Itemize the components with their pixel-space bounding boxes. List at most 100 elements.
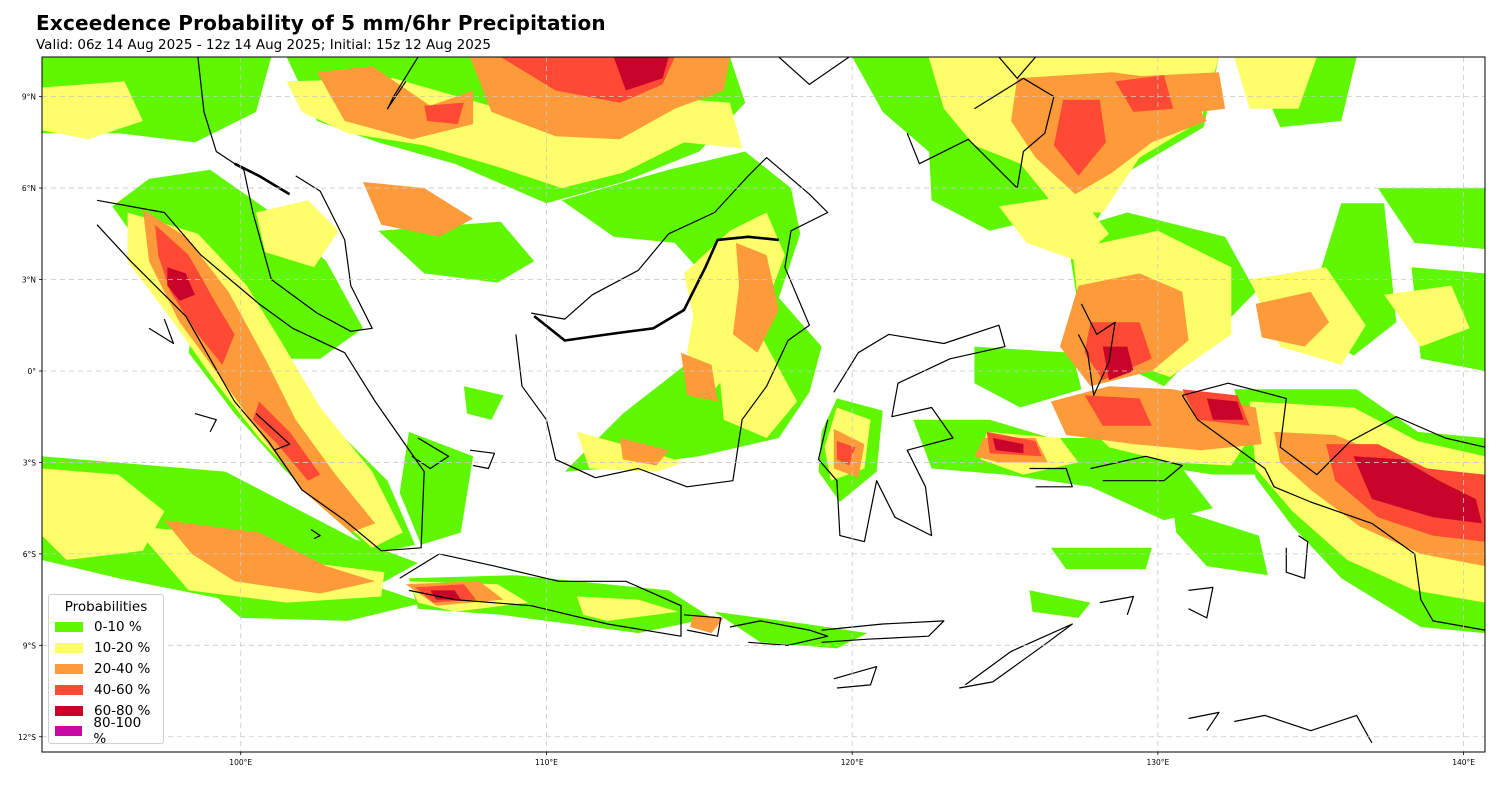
lon-tick-label: 140°E [1452,758,1475,767]
probability-region [836,441,856,466]
probability-region [992,438,1024,454]
probability-region [732,242,779,353]
legend-swatch [55,643,83,654]
legend: Probabilities 0-10 % 10-20 % 20-40 % 40-60 … [48,594,164,747]
gridlines [42,57,1485,752]
coastline [1188,586,1214,619]
lat-tick-label: 3°S [23,458,37,467]
probability-region [1206,398,1244,420]
legend-swatch [55,622,83,633]
legend-label: 60-80 % [94,702,151,719]
land-border [234,162,291,196]
legend-label: 10-20 % [94,640,151,657]
probability-region [1029,590,1091,618]
coastline [1181,395,1485,631]
tick-labels: 100°E 110°E 120°E 130°E 140°E 9°N 6°N 3°N 0° 3°S 6… [18,93,1475,767]
coastline [295,57,297,58]
chart-title: Exceedence Probability of 5 mm/6hr Preci… [36,11,606,35]
probability-region [164,520,376,594]
probability-region [112,169,363,359]
probability-region [561,151,822,472]
coastline [817,324,1006,543]
coastline [683,614,722,637]
lat-tick-label: 9°S [23,641,37,650]
coastline [1234,714,1373,744]
legend-entry: 10-20 % [55,638,157,659]
probability-region [714,611,868,649]
legend-entry: 40-60 % [55,679,157,700]
lat-tick-label: 6°S [23,550,37,559]
legend-swatch [55,705,83,716]
coastline [197,57,245,171]
probability-region [1384,285,1470,347]
coastline [1077,303,1116,396]
probability-region [619,438,669,466]
coastline [1099,595,1135,615]
coastline [1029,467,1073,488]
coastline [515,157,829,488]
probability-region [1053,99,1106,176]
probability-region [998,194,1109,262]
probability-region [463,386,504,420]
coastline [906,77,1055,189]
probability-region [690,614,724,634]
probability-region [363,182,474,237]
legend-swatch [55,684,83,695]
plot-frame [41,56,1486,753]
probability-region [167,267,195,301]
land-border [533,235,779,342]
legend-entry: 20-40 % [55,659,157,680]
legend-label: 40-60 % [94,681,151,698]
lon-tick-label: 120°E [841,758,864,767]
legend-label: 20-40 % [94,660,151,677]
probability-region [974,346,1082,408]
lat-tick-label: 12°S [18,733,36,742]
legend-entry: 80-100 % [55,715,157,747]
probability-region [424,102,464,125]
coastline [1182,382,1485,476]
chart-subtitle: Valid: 06z 14 Aug 2025 - 12z 14 Aug 2025… [36,37,491,53]
coastline [833,665,878,689]
coastline [821,620,945,643]
coastline [729,620,829,646]
probability-region [1050,547,1152,570]
coastline [96,199,425,552]
coastline [998,57,1037,79]
lat-tick-label: 0° [27,367,36,376]
legend-swatch [55,726,83,737]
probability-region [714,322,798,438]
probability-region [1173,508,1268,576]
legend-label: 80-100 % [93,715,142,748]
probability-region [1255,291,1330,347]
coastline [255,413,291,451]
coastline [399,553,682,637]
legend-swatch [55,663,83,674]
probability-region [42,81,143,140]
coastline [778,57,850,86]
probability-region [1378,188,1485,249]
lon-tick-label: 100°E [229,758,252,767]
coastline [386,57,419,110]
lat-tick-label: 6°N [22,184,36,193]
precip-probability-field [42,57,1485,649]
coastline [1285,535,1309,579]
coastline [148,318,175,345]
probability-region [1353,456,1482,524]
probability-region [1234,57,1317,109]
probability-region [577,596,678,621]
coastline [243,169,373,332]
legend-entry: 0-10 % [55,617,157,638]
coastline [469,449,496,470]
lon-tick-label: 110°E [535,758,558,767]
probability-region [681,352,718,402]
probability-region [256,200,339,268]
probability-region [430,590,461,600]
coastline [959,623,1073,689]
coastline [194,413,217,433]
probability-region [613,57,669,91]
lat-tick-label: 3°N [22,276,36,285]
probability-region [1084,395,1152,426]
coastline [1188,711,1220,732]
probability-region [378,221,535,283]
